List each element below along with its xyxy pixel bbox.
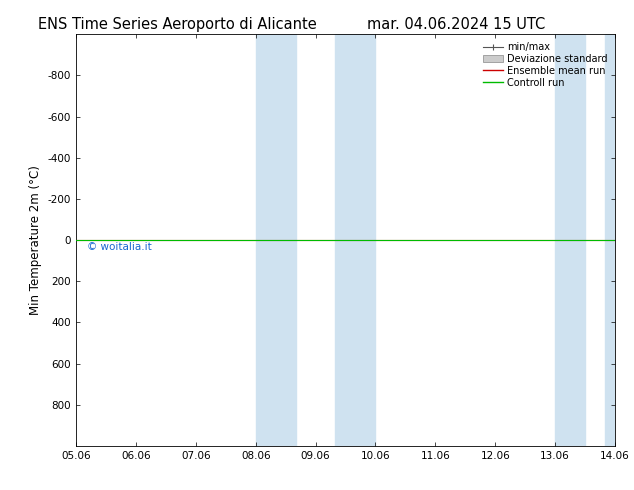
Bar xyxy=(335,34,375,446)
Text: © woitalia.it: © woitalia.it xyxy=(87,242,152,252)
Bar xyxy=(555,34,585,446)
Bar xyxy=(256,34,296,446)
Text: ENS Time Series Aeroporto di Alicante: ENS Time Series Aeroporto di Alicante xyxy=(38,17,317,32)
Text: mar. 04.06.2024 15 UTC: mar. 04.06.2024 15 UTC xyxy=(367,17,546,32)
Y-axis label: Min Temperature 2m (°C): Min Temperature 2m (°C) xyxy=(29,165,42,315)
Bar xyxy=(605,34,615,446)
Legend: min/max, Deviazione standard, Ensemble mean run, Controll run: min/max, Deviazione standard, Ensemble m… xyxy=(481,39,610,91)
